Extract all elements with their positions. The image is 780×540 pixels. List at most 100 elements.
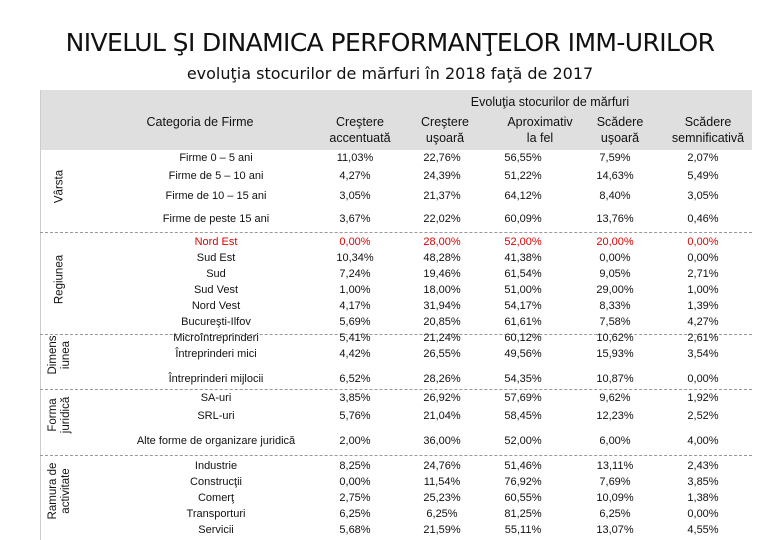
table-cell: 20,00%: [596, 236, 634, 248]
table-cell: 1,00%: [687, 284, 719, 296]
table-cell: 7,58%: [599, 316, 631, 328]
table-cell: 4,17%: [339, 300, 371, 312]
table-cell: 2,07%: [687, 152, 719, 164]
table-cell: 6,25%: [426, 508, 458, 520]
table-cell: 9,05%: [599, 268, 631, 280]
table-cell: 61,54%: [504, 268, 542, 280]
table-cell: 26,55%: [423, 348, 461, 360]
header-col-5: Scădere semnificativă: [671, 115, 745, 145]
table-cell: 60,09%: [504, 213, 542, 225]
table-cell: 5,49%: [687, 170, 719, 182]
table-cell: 0,00%: [599, 252, 631, 264]
table-cell: 5,76%: [339, 410, 371, 422]
table-cell: 24,39%: [423, 170, 461, 182]
table-cell: 57,69%: [504, 392, 542, 404]
page-title: NIVELUL ŞI DINAMICA PERFORMANŢELOR IMM-U…: [65, 28, 715, 57]
table-cell: 12,23%: [596, 410, 634, 422]
row-label: Nord Est: [194, 236, 238, 248]
table-cell: 36,00%: [423, 435, 461, 447]
table-cell: 29,00%: [596, 284, 634, 296]
row-label: Transporturi: [186, 508, 246, 520]
table-cell: 3,85%: [687, 476, 719, 488]
table-cell: 10,87%: [596, 373, 634, 385]
table-cell: 64,12%: [504, 190, 542, 202]
table-cell: 51,22%: [504, 170, 542, 182]
row-label: Întreprinderi mici: [175, 348, 257, 360]
table-cell: 28,26%: [423, 373, 461, 385]
table-cell: 5,68%: [339, 524, 371, 536]
table-cell: 31,94%: [423, 300, 461, 312]
table-cell: 0,00%: [687, 236, 719, 248]
table-cell: 2,52%: [687, 410, 719, 422]
table-cell: 4,42%: [339, 348, 371, 360]
section-label-regiunea: Regiunea: [53, 254, 66, 305]
row-label: Întreprinderi mijlocii: [168, 373, 264, 385]
row-label: Firme de peste 15 ani: [162, 213, 270, 225]
header-col-1: Creştere accentuată: [329, 115, 391, 145]
table-cell: 21,37%: [423, 190, 461, 202]
row-label: Servicii: [198, 524, 234, 536]
header-col-2: Creştere uşoară: [421, 115, 469, 145]
table-cell: 1,39%: [687, 300, 719, 312]
page-subtitle: evoluţia stocurilor de mărfuri în 2018 f…: [186, 64, 594, 83]
table-cell: 2,61%: [687, 332, 719, 344]
table-cell: 8,25%: [339, 460, 371, 472]
table-cell: 21,24%: [423, 332, 461, 344]
section-divider: [40, 455, 752, 456]
table-header: [40, 90, 752, 150]
table-cell: 5,69%: [339, 316, 371, 328]
header-col-3: Aproximativ la fel: [507, 115, 573, 145]
table-cell: 22,76%: [423, 152, 461, 164]
table-cell: 4,00%: [687, 435, 719, 447]
table-cell: 2,43%: [687, 460, 719, 472]
table-cell: 0,46%: [687, 213, 719, 225]
table-cell: 11,54%: [423, 476, 461, 488]
table-cell: 60,12%: [504, 332, 542, 344]
table-cell: 52,00%: [504, 435, 542, 447]
row-label: Nord Vest: [191, 300, 241, 312]
row-label: Sud Est: [196, 252, 236, 264]
table-cell: 0,00%: [687, 252, 719, 264]
table-cell: 3,05%: [339, 190, 371, 202]
section-label-forma-juridica: Forma juridică: [47, 396, 72, 434]
table-cell: 55,11%: [504, 524, 542, 536]
row-label: Bucureşti-Ilfov: [181, 316, 251, 328]
table-cell: 0,00%: [687, 508, 719, 520]
table-cell: 8,33%: [599, 300, 631, 312]
table-cell: 15,93%: [596, 348, 634, 360]
table-cell: 51,00%: [504, 284, 542, 296]
table-cell: 4,55%: [687, 524, 719, 536]
table-cell: 51,46%: [504, 460, 542, 472]
table-cell: 5,41%: [339, 332, 371, 344]
table-cell: 76,92%: [504, 476, 542, 488]
header-col-4: Scădere uşoară: [596, 115, 644, 145]
table-cell: 0,00%: [339, 476, 371, 488]
table-cell: 8,40%: [599, 190, 631, 202]
table-cell: 20,85%: [423, 316, 461, 328]
table-cell: 26,92%: [423, 392, 461, 404]
table-cell: 4,27%: [339, 170, 371, 182]
table-cell: 14,63%: [596, 170, 634, 182]
table-cell: 9,62%: [599, 392, 631, 404]
table-cell: 0,00%: [687, 373, 719, 385]
table-cell: 25,23%: [423, 492, 461, 504]
table-cell: 6,25%: [599, 508, 631, 520]
row-label: Microîntreprinderi: [173, 332, 259, 344]
table-cell: 48,28%: [423, 252, 461, 264]
table-cell: 18,00%: [423, 284, 461, 296]
row-label: SA-uri: [200, 392, 232, 404]
section-label-varsta: Vârsta: [53, 169, 66, 204]
header-category: Categoria de Firme: [146, 115, 254, 129]
table-cell: 1,92%: [687, 392, 719, 404]
table-cell: 21,59%: [423, 524, 461, 536]
table-cell: 28,00%: [423, 236, 461, 248]
table-cell: 10,62%: [596, 332, 634, 344]
left-rule: [40, 90, 41, 540]
table-cell: 56,55%: [504, 152, 542, 164]
row-label: Firme 0 – 5 ani: [179, 152, 253, 164]
table-cell: 1,38%: [687, 492, 719, 504]
table-cell: 7,69%: [599, 476, 631, 488]
table-cell: 52,00%: [504, 236, 542, 248]
table-cell: 49,56%: [504, 348, 542, 360]
table-cell: 13,76%: [596, 213, 634, 225]
